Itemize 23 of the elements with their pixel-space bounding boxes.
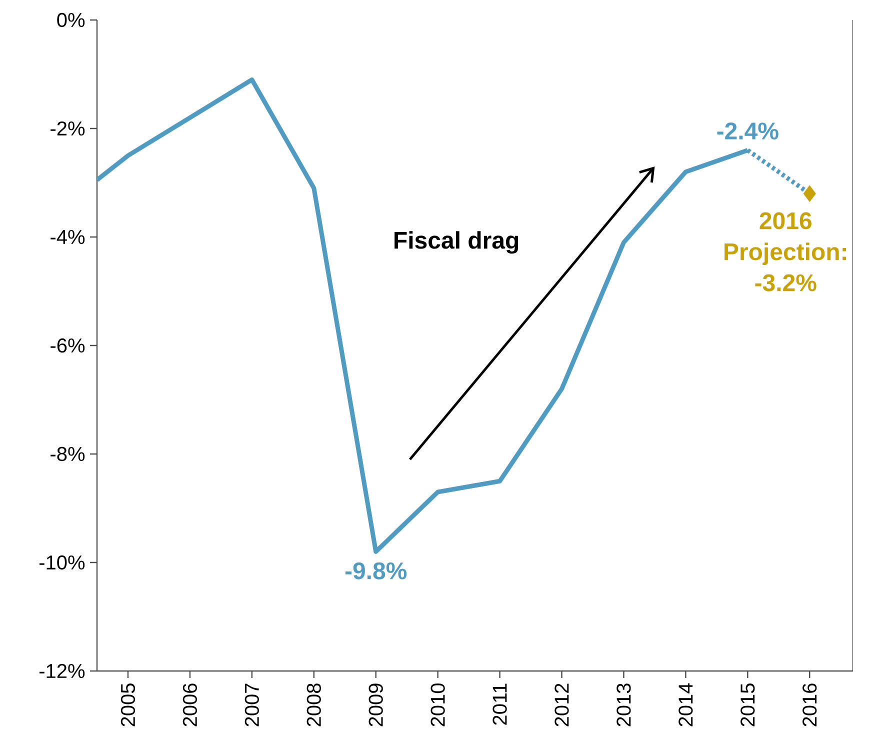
y-tick-label: -12%	[39, 664, 85, 678]
x-tick-label: 2008	[306, 684, 321, 726]
annotation: -2.4%	[717, 122, 778, 140]
y-tick-label: -10%	[39, 555, 85, 570]
x-tick-label: 2010	[430, 684, 445, 726]
x-tick-label: 2006	[182, 684, 198, 726]
annotation: Fiscal drag	[394, 231, 518, 254]
x-tick-label: 2014	[678, 683, 693, 726]
y-tick-label: -6%	[50, 338, 85, 353]
x-tick-label: 2011	[492, 684, 507, 725]
x-tick-label: 2009	[368, 684, 383, 726]
annotation: 2016 Projection: -3.2%	[724, 212, 846, 292]
annotation: -9.8%	[345, 562, 407, 580]
y-tick-label: -8%	[50, 446, 85, 462]
y-tick-label: -4%	[50, 230, 85, 244]
x-tick-label: 2013	[616, 684, 631, 726]
y-tick-label: 0%	[57, 12, 85, 28]
x-tick-label: 2015	[740, 684, 755, 726]
x-tick-label: 2016	[802, 684, 817, 726]
x-tick-label: 2005	[120, 684, 136, 726]
x-tick-label: 2012	[554, 684, 569, 726]
y-tick-label: -2%	[50, 121, 85, 136]
x-tick-label: 2007	[244, 684, 259, 726]
